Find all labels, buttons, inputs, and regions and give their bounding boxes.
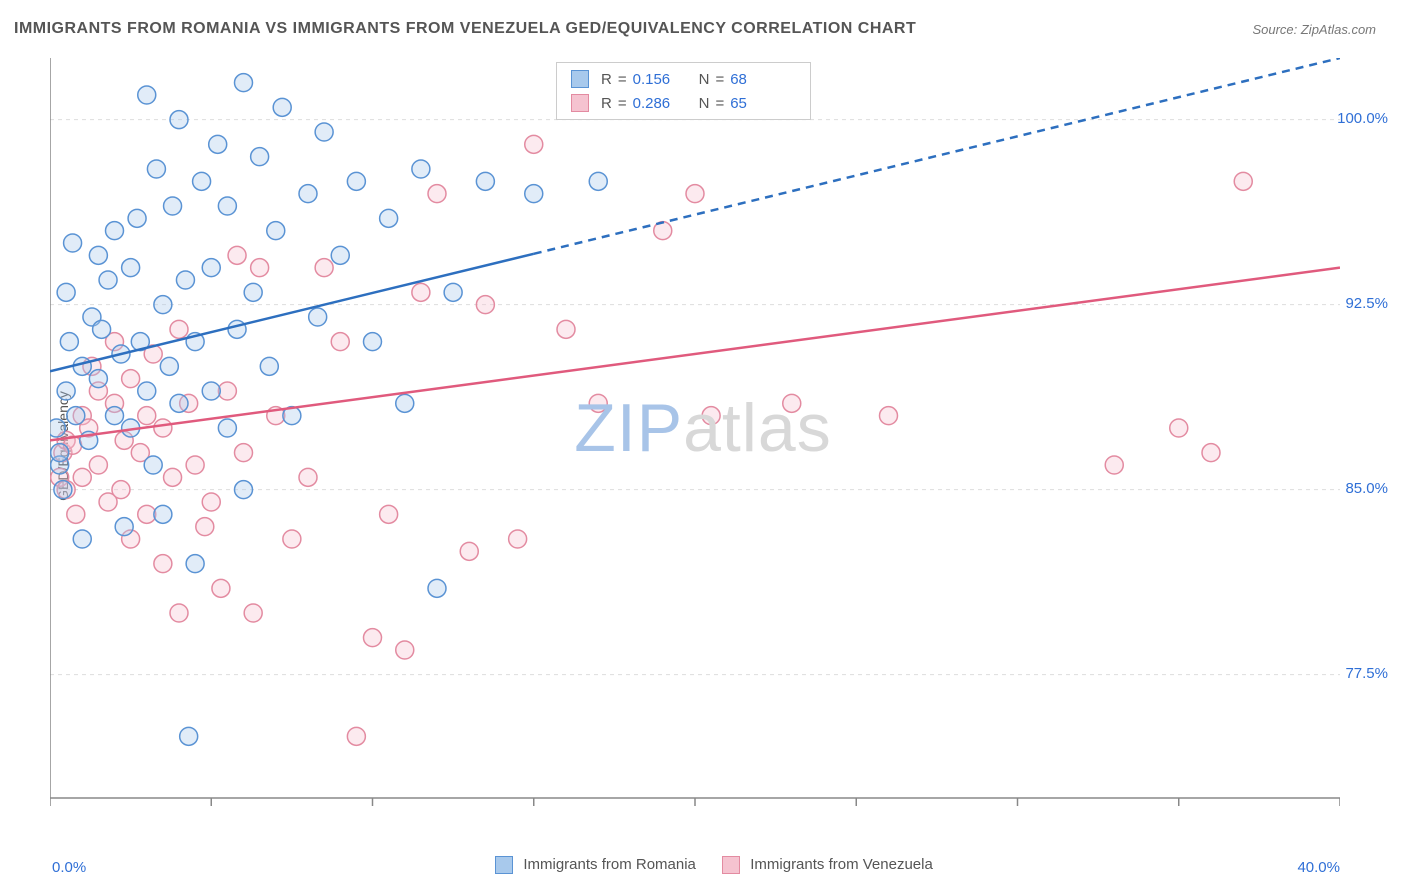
stats-row-romania: R = 0.156 N = 68 [557,67,810,91]
y-tick-label: 100.0% [1337,110,1388,127]
equals-label: = [618,71,627,88]
r-value-romania: 0.156 [633,71,681,88]
chart-container: IMMIGRANTS FROM ROMANIA VS IMMIGRANTS FR… [0,0,1406,892]
r-label: R [601,71,612,88]
n-value-venezuela: 65 [730,95,778,112]
n-label: N [699,71,710,88]
r-value-venezuela: 0.286 [633,95,681,112]
swatch-romania [571,70,589,88]
equals-label: = [618,95,627,112]
r-label: R [601,95,612,112]
chart-title: IMMIGRANTS FROM ROMANIA VS IMMIGRANTS FR… [14,20,916,38]
n-value-romania: 68 [730,71,778,88]
equals-label: = [715,71,724,88]
chart-svg [50,58,1340,828]
swatch-venezuela [571,94,589,112]
plot-area [50,58,1340,828]
y-tick-label: 92.5% [1345,295,1388,312]
source-attribution: Source: ZipAtlas.com [1252,22,1376,37]
n-label: N [699,95,710,112]
equals-label: = [715,95,724,112]
x-axis-legend: Immigrants from Romania Immigrants from … [0,856,1406,874]
swatch-venezuela-icon [722,856,740,874]
swatch-romania-icon [495,856,513,874]
y-tick-label: 85.0% [1345,480,1388,497]
stats-row-venezuela: R = 0.286 N = 65 [557,91,810,115]
y-tick-label: 77.5% [1345,665,1388,682]
legend-label-romania: Immigrants from Romania [523,856,696,873]
legend-label-venezuela: Immigrants from Venezuela [750,856,933,873]
correlation-legend: R = 0.156 N = 68 R = 0.286 N = 65 [556,62,811,120]
